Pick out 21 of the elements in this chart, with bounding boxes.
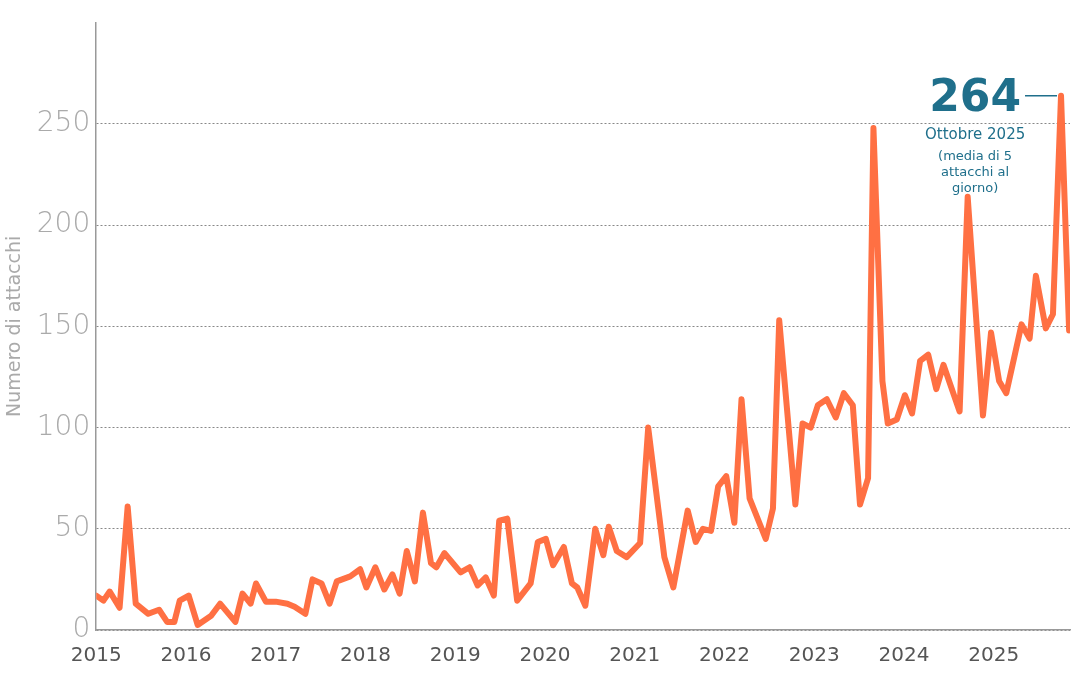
x-tick-label: 2023: [788, 642, 840, 667]
y-tick-label: 100: [36, 408, 91, 442]
annotation: (media di 5 attacchi al giorno): [938, 147, 1013, 195]
x-tick-label: 2024: [878, 642, 930, 667]
annotation: Ottobre 2025: [924, 125, 1026, 144]
x-tick-label: 2019: [429, 642, 481, 667]
y-tick-label: 50: [54, 510, 91, 544]
y-tick-label: 0: [72, 611, 91, 645]
x-tick-label: 2017: [250, 642, 302, 667]
y-tick-label: 250: [36, 105, 91, 139]
y-axis-title: Numero di attacchi: [2, 235, 25, 418]
x-tick-label: 2018: [340, 642, 391, 667]
x-tick-label: 2016: [160, 642, 212, 667]
x-tick-label: 2025: [968, 642, 1020, 667]
annotation: 264: [929, 70, 1022, 122]
x-tick-label: 2020: [519, 642, 571, 667]
x-tick-label: 2021: [609, 642, 661, 667]
y-tick-label: 200: [36, 206, 91, 240]
x-tick-label: 2015: [70, 642, 122, 667]
x-tick-label: 2022: [699, 642, 750, 667]
y-tick-label: 150: [36, 307, 91, 341]
